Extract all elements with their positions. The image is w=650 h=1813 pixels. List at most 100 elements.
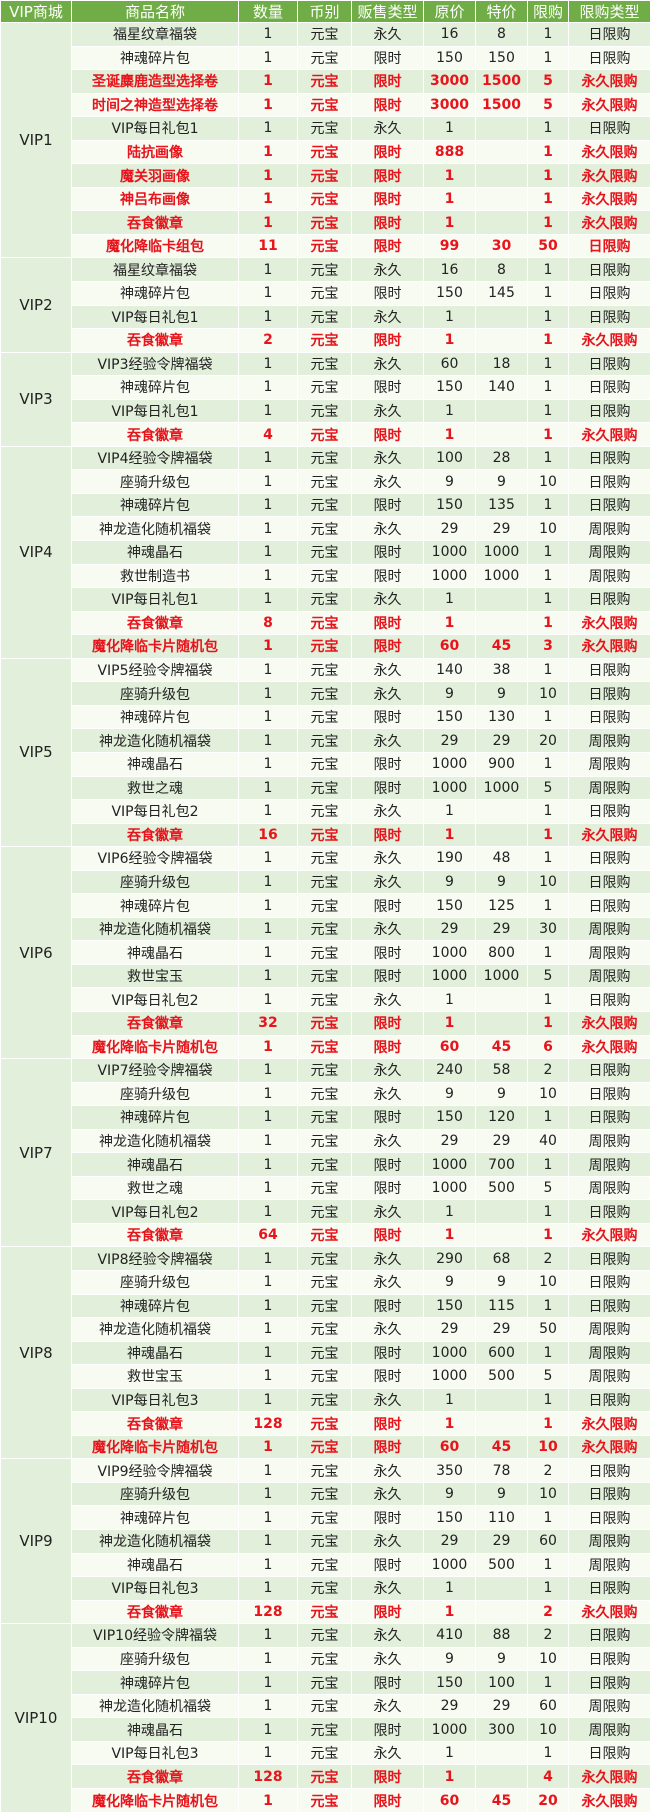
table-cell: 限时	[351, 940, 424, 965]
table-cell: 900	[475, 751, 528, 777]
table-cell: 29	[475, 1693, 528, 1719]
vip-level: VIP4	[0, 445, 72, 659]
vip-level: VIP10	[0, 1623, 72, 1813]
table-cell: 1	[527, 1152, 569, 1177]
table-cell: VIP10经验令牌福袋	[71, 1623, 239, 1648]
table-cell: 周限购	[568, 751, 650, 777]
table-cell: 日限购	[568, 1670, 650, 1695]
table-row: 魔化降临卡片随机包 1 元宝 限时 60 45 6 永久限购	[1, 1034, 650, 1060]
table-cell: 1	[238, 563, 298, 589]
table-cell: 1	[238, 634, 298, 659]
table-cell: 1	[527, 116, 569, 141]
table-cell: 290	[423, 1246, 476, 1271]
table-cell: 元宝	[297, 281, 352, 306]
table-row: 吞食徽章 2 元宝 限时 1 1 永久限购	[1, 328, 650, 353]
table-cell: 元宝	[297, 1505, 352, 1530]
table-cell: 元宝	[297, 1434, 352, 1460]
table-cell: 600	[475, 1340, 528, 1366]
table-cell: 29	[423, 916, 476, 942]
table-cell: 8	[475, 22, 528, 47]
table-cell: 永久限购	[568, 1010, 650, 1036]
table-cell: 限时	[351, 163, 424, 188]
header-cell: 限购	[527, 0, 569, 23]
table-cell: 日限购	[568, 116, 650, 141]
table-cell: 1	[527, 1670, 569, 1695]
empty-cell	[475, 139, 528, 165]
table-cell: 1	[238, 916, 298, 942]
table-cell: 日限购	[568, 1646, 650, 1672]
table-cell: 限时	[351, 1599, 424, 1625]
table-cell: 1	[527, 22, 569, 47]
table-cell: 周限购	[568, 775, 650, 801]
table-cell: 限时	[351, 281, 424, 306]
table-cell: 神魂碎片包	[71, 1105, 239, 1130]
table-row: 神魂碎片包 1 元宝 限时 150 145 1 日限购	[1, 281, 650, 306]
table-cell: 1	[527, 987, 569, 1012]
table-cell: 128	[238, 1599, 298, 1625]
table-cell: 元宝	[297, 610, 352, 636]
table-cell: 魔化降临卡片随机包	[71, 634, 239, 659]
table-cell: 1000	[475, 963, 528, 989]
table-cell: 吞食徽章	[71, 328, 239, 353]
table-cell: 78	[475, 1458, 528, 1483]
table-cell: 永久限购	[568, 422, 650, 447]
table-cell: VIP8经验令牌福袋	[71, 1246, 239, 1271]
table-cell: 1	[527, 257, 569, 283]
table-cell: 神魂晶石	[71, 751, 239, 777]
table-cell: 元宝	[297, 540, 352, 565]
table-cell: 元宝	[297, 1717, 352, 1742]
table-cell: 1	[238, 1458, 298, 1483]
table-cell: 1500	[475, 69, 528, 94]
table-cell: 10	[527, 869, 569, 895]
table-cell: 元宝	[297, 186, 352, 212]
table-cell: 周限购	[568, 1552, 650, 1578]
table-row: 神魂碎片包 1 元宝 限时 150 110 1 日限购	[1, 1505, 650, 1530]
table-row: 神魂晶石 1 元宝 限时 1000 500 1 周限购	[1, 1552, 650, 1578]
table-cell: 1	[238, 281, 298, 306]
table-cell: 1	[423, 304, 476, 330]
table-cell: 1	[527, 822, 569, 848]
table-cell: 救世之魂	[71, 775, 239, 801]
table-cell: 元宝	[297, 469, 352, 494]
table-cell: 魔化降临卡片随机包	[71, 1034, 239, 1060]
table-cell: VIP3经验令牌福袋	[71, 351, 239, 377]
table-row: 座骑升级包 1 元宝 永久 9 9 10 日限购	[1, 1269, 650, 1295]
table-cell: 10	[527, 469, 569, 494]
table-cell: 永久	[351, 1646, 424, 1672]
table-row: 神龙造化随机福袋 1 元宝 永久 29 29 50 周限购	[1, 1317, 650, 1342]
table-cell: 1	[238, 398, 298, 424]
table-cell: 福星纹章福袋	[71, 22, 239, 47]
table-cell: 元宝	[297, 1764, 352, 1790]
table-cell: 8	[475, 257, 528, 283]
table-cell: 座骑升级包	[71, 1646, 239, 1672]
table-cell: VIP每日礼包3	[71, 1576, 239, 1601]
table-cell: 永久	[351, 1576, 424, 1601]
header-cell: 贩售类型	[351, 0, 424, 23]
empty-cell	[475, 1222, 528, 1248]
table-cell: 3	[527, 634, 569, 659]
table-cell: 1	[238, 987, 298, 1012]
table-cell: 日限购	[568, 445, 650, 471]
table-cell: 元宝	[297, 210, 352, 235]
table-cell: 125	[475, 893, 528, 918]
table-cell: VIP每日礼包2	[71, 987, 239, 1012]
table-cell: 魔化降临卡片随机包	[71, 1434, 239, 1460]
table-cell: 2	[527, 1623, 569, 1648]
table-row: 救世之魂 1 元宝 限时 1000 500 5 周限购	[1, 1175, 650, 1201]
table-cell: 45	[475, 1034, 528, 1060]
table-cell: 元宝	[297, 751, 352, 777]
table-cell: 1	[238, 1105, 298, 1130]
table-cell: 日限购	[568, 1081, 650, 1107]
table-cell: 限时	[351, 751, 424, 777]
table-cell: 限时	[351, 1175, 424, 1201]
table-cell: 8	[238, 610, 298, 636]
table-cell: 周限购	[568, 1317, 650, 1342]
table-cell: 日限购	[568, 1269, 650, 1295]
table-cell: 1	[238, 1199, 298, 1224]
table-cell: VIP4经验令牌福袋	[71, 445, 239, 471]
table-cell: 元宝	[297, 1152, 352, 1177]
table-row: 时间之神造型选择卷 1 元宝 限时 3000 1500 5 永久限购	[1, 92, 650, 118]
table-row: 吞食徽章 128 元宝 限时 1 2 永久限购	[1, 1599, 650, 1625]
table-cell: 永久限购	[568, 634, 650, 659]
empty-cell	[475, 1387, 528, 1413]
